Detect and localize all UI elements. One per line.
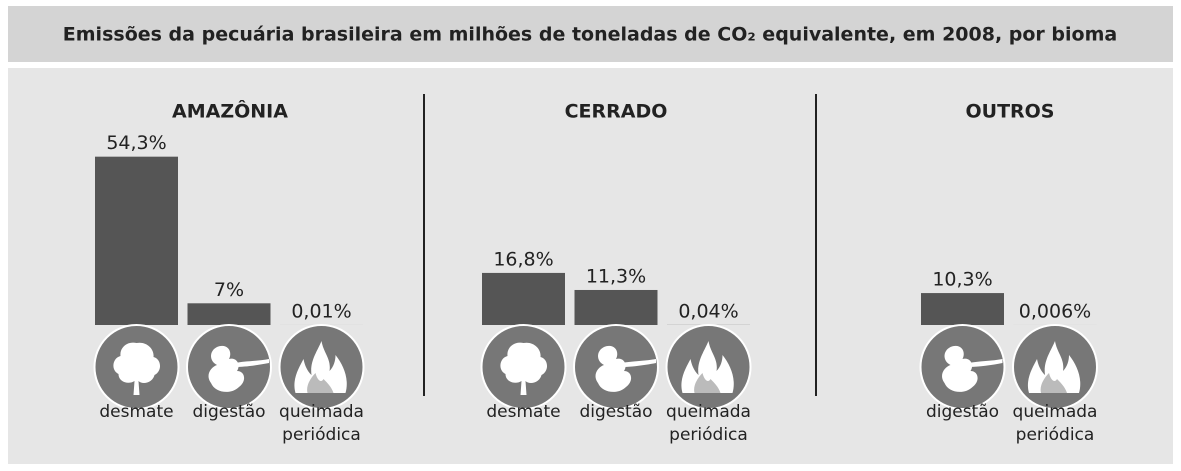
panel-title: AMAZÔNIA <box>172 99 288 123</box>
value-label: 16,8% <box>493 248 553 270</box>
bar <box>187 303 271 325</box>
category-label: desmate <box>486 402 560 422</box>
category-label: digestão <box>579 402 652 422</box>
category-label: queimada periódica <box>666 402 751 445</box>
bar <box>95 156 178 325</box>
value-label: 7% <box>214 279 244 301</box>
value-label: 11,3% <box>586 265 646 287</box>
category-label: desmate <box>99 402 173 422</box>
bar <box>482 272 565 325</box>
panel-title: CERRADO <box>565 101 668 123</box>
panel-title: OUTROS <box>965 101 1054 123</box>
value-label: 54,3% <box>106 132 166 154</box>
value-label: 10,3% <box>932 269 992 291</box>
category-label: queimada periódica <box>279 402 364 445</box>
category-label: digestão <box>192 402 265 422</box>
title: Emissões da pecuária brasileira em milhõ… <box>63 24 1117 46</box>
value-label: 0,04% <box>678 300 738 322</box>
bar <box>574 289 658 325</box>
category-label: queimada periódica <box>1013 402 1098 445</box>
header-bar <box>8 6 1173 62</box>
bar <box>921 293 1004 325</box>
category-label: digestão <box>926 402 999 422</box>
value-label: 0,01% <box>291 300 351 322</box>
value-label: 0,006% <box>1019 300 1091 322</box>
